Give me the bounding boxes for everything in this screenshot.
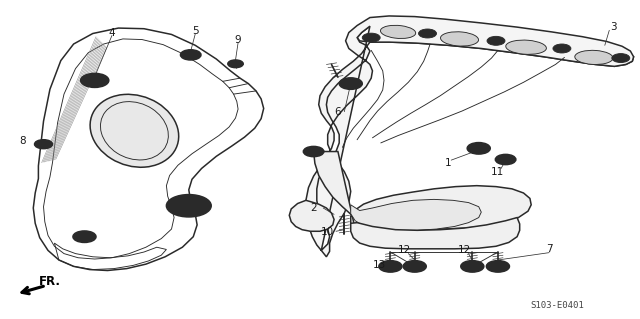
Circle shape [467,143,490,154]
Circle shape [557,46,566,51]
Ellipse shape [440,32,479,46]
Text: 12: 12 [398,245,411,256]
Circle shape [186,52,196,57]
Polygon shape [314,152,531,229]
Text: 2: 2 [310,203,317,213]
Text: 8: 8 [19,136,26,146]
Circle shape [403,261,426,272]
Circle shape [367,35,376,40]
Circle shape [408,263,421,270]
Text: 5: 5 [192,26,198,36]
Circle shape [166,195,211,217]
Circle shape [384,263,397,270]
Circle shape [495,154,516,165]
Text: 13: 13 [373,260,386,271]
Polygon shape [351,199,481,230]
Ellipse shape [90,94,179,167]
Circle shape [553,44,571,53]
Polygon shape [306,16,634,257]
Text: 1: 1 [445,158,451,168]
Text: 12: 12 [458,245,470,256]
Circle shape [308,149,319,154]
Circle shape [379,261,402,272]
Text: S103-E0401: S103-E0401 [530,301,584,310]
Circle shape [39,142,48,146]
Ellipse shape [506,40,547,54]
Circle shape [473,145,484,151]
Text: 7: 7 [546,244,552,255]
Ellipse shape [100,102,168,160]
Circle shape [339,78,362,89]
Circle shape [466,263,479,270]
Circle shape [492,263,504,270]
Text: 3: 3 [610,22,616,32]
Text: 11: 11 [492,167,504,177]
Text: 6: 6 [335,107,341,117]
Text: 10: 10 [321,227,334,237]
Circle shape [362,33,380,42]
Circle shape [81,73,109,87]
Text: FR.: FR. [38,275,60,288]
Circle shape [423,31,432,36]
Circle shape [419,29,436,38]
Circle shape [612,54,630,63]
Circle shape [303,146,324,157]
Polygon shape [351,218,520,249]
Circle shape [616,56,625,60]
Circle shape [88,77,101,84]
Circle shape [180,50,201,60]
Circle shape [73,231,96,242]
Circle shape [79,234,90,240]
Ellipse shape [575,50,613,64]
Circle shape [461,261,484,272]
Text: 9: 9 [235,35,241,45]
Ellipse shape [380,25,416,39]
Text: 4: 4 [109,27,115,38]
Circle shape [486,261,509,272]
Circle shape [492,39,500,43]
Circle shape [35,140,52,149]
Circle shape [175,199,203,213]
Circle shape [487,36,505,45]
Circle shape [228,60,243,68]
Circle shape [500,157,511,162]
Polygon shape [289,200,334,231]
